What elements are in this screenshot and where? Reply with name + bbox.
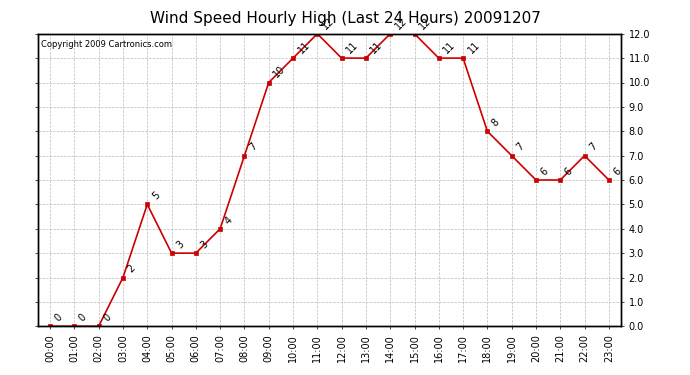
Text: 0: 0 (77, 312, 88, 324)
Text: Wind Speed Hourly High (Last 24 Hours) 20091207: Wind Speed Hourly High (Last 24 Hours) 2… (150, 11, 540, 26)
Text: 3: 3 (199, 239, 210, 250)
Text: 2: 2 (126, 263, 137, 275)
Text: 12: 12 (320, 15, 336, 31)
Text: 11: 11 (344, 40, 360, 56)
Text: 7: 7 (587, 141, 599, 153)
Text: 12: 12 (393, 15, 408, 31)
Text: 4: 4 (223, 214, 235, 226)
Text: 10: 10 (272, 64, 287, 80)
Text: 11: 11 (442, 40, 457, 56)
Text: 6: 6 (611, 166, 623, 177)
Text: 6: 6 (539, 166, 550, 177)
Text: 8: 8 (490, 117, 502, 129)
Text: 6: 6 (563, 166, 575, 177)
Text: 11: 11 (466, 40, 482, 56)
Text: 11: 11 (296, 40, 312, 56)
Text: 7: 7 (247, 141, 259, 153)
Text: Copyright 2009 Cartronics.com: Copyright 2009 Cartronics.com (41, 40, 172, 49)
Text: 3: 3 (175, 239, 186, 250)
Text: 0: 0 (53, 312, 64, 324)
Text: 12: 12 (417, 15, 433, 31)
Text: 11: 11 (368, 40, 384, 56)
Text: 7: 7 (515, 141, 526, 153)
Text: 0: 0 (101, 312, 113, 324)
Text: 5: 5 (150, 190, 161, 202)
